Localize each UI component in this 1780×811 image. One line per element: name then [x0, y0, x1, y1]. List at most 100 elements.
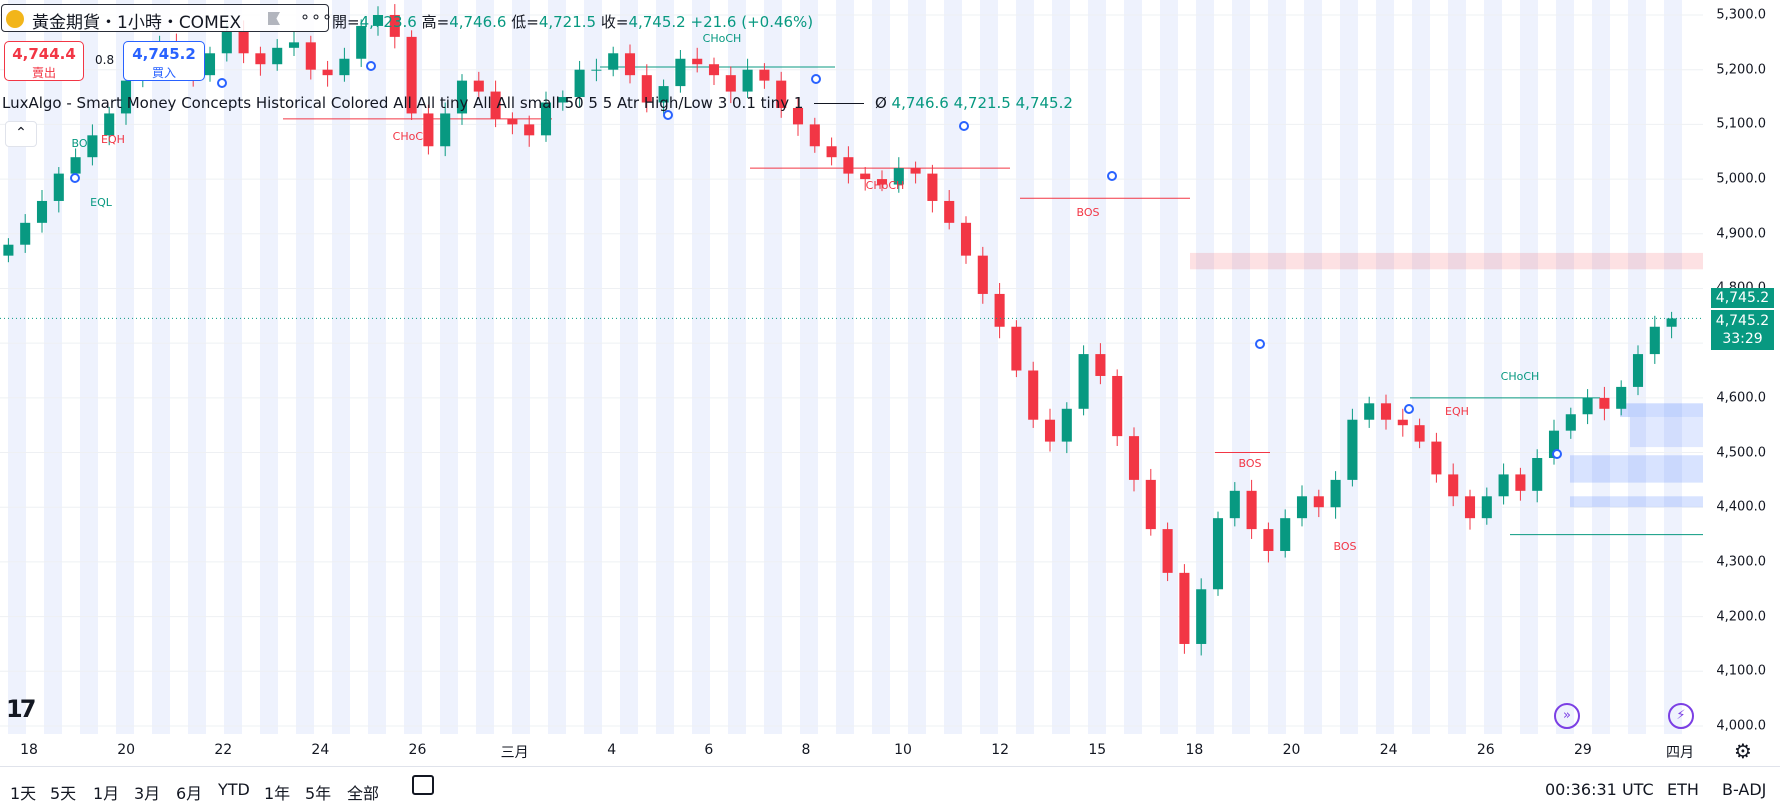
indicator-line-icon	[814, 103, 865, 104]
candle-body	[372, 15, 384, 26]
collapse-legend-button[interactable]: ⌃	[5, 121, 37, 147]
session-band	[188, 0, 206, 734]
high-value: 4,746.6	[449, 13, 507, 31]
tradingview-logo-icon[interactable]: 17	[6, 695, 36, 723]
session-band	[332, 0, 350, 734]
symbol-selector[interactable]: 黃金期貨・1小時・COMEX ∘∘∘	[1, 4, 332, 33]
smc-label: CHoCH	[1501, 370, 1540, 383]
swing-point-icon	[663, 110, 673, 120]
time-axis[interactable]: 18 20 22 24 26 三月 4 6 8 10 12 15 18 20 24 26 29 四月	[0, 734, 1703, 766]
candle-body	[1196, 589, 1207, 644]
time-tick-label: 20	[1282, 742, 1301, 758]
sell-price: 4,744.4	[12, 45, 76, 63]
chart-area[interactable]: CHoCH CHoCH CHoCH BOS CHoCH BOS EQH EQL BOS EQH BO…	[0, 0, 1703, 734]
indicator-legend[interactable]: LuxAlgo - Smart Money Concepts Historica…	[2, 94, 1073, 112]
candle-body	[1582, 397, 1593, 415]
demand-zone	[1630, 416, 1703, 448]
more-options-icon[interactable]: ∘∘∘	[300, 7, 334, 26]
replay-icon[interactable]: »	[1554, 703, 1580, 729]
smc-label: BOS	[72, 137, 95, 150]
smc-label: EQH	[101, 133, 125, 146]
price-tick-label: 5,100.0	[1716, 116, 1766, 132]
candle-body	[356, 25, 367, 59]
price-axis[interactable]: 5,300.05,200.05,100.05,000.04,900.04,800…	[1703, 0, 1780, 734]
range-1y[interactable]: 1年	[264, 784, 291, 803]
lightning-icon[interactable]: ⚡	[1668, 703, 1694, 729]
supply-zone	[1190, 252, 1703, 270]
range-1d[interactable]: 1天	[10, 784, 37, 803]
swing-point-icon	[217, 78, 227, 88]
candle-body	[1128, 436, 1140, 480]
session-band	[1160, 0, 1178, 734]
candlestick-chart[interactable]: CHoCH CHoCH CHoCH BOS CHoCH BOS EQH EQL BOS EQH BO…	[0, 0, 1703, 734]
range-6m[interactable]: 6月	[176, 784, 203, 803]
time-tick-label: 12	[991, 742, 1010, 758]
date-range-calendar-icon[interactable]	[412, 775, 434, 795]
price-tick-label: 4,300.0	[1716, 554, 1766, 570]
session-band	[800, 0, 818, 734]
time-tick-label: 18	[1185, 742, 1204, 758]
candle-body	[1078, 354, 1089, 409]
indicator-value-1: 4,746.6	[891, 94, 949, 112]
candle-body	[1481, 496, 1492, 519]
symbol-title[interactable]: 黃金期貨・1小時・COMEX	[32, 13, 242, 33]
close-value: 4,745.2	[628, 13, 686, 31]
candle-body	[960, 222, 972, 256]
utc-clock[interactable]: 00:36:31 UTC	[1545, 780, 1654, 799]
settings-gear-icon[interactable]: ⚙	[1734, 739, 1752, 763]
time-tick-label: 6	[704, 742, 714, 758]
time-tick-label: 18	[20, 742, 38, 758]
candle-body	[675, 58, 686, 87]
candle-body	[20, 222, 31, 245]
candle-body	[87, 135, 98, 158]
range-all[interactable]: 全部	[347, 784, 380, 803]
close-label: 收=	[600, 13, 629, 31]
price-tick-label: 5,000.0	[1716, 171, 1766, 187]
last-price-value: 4,745.2	[1715, 313, 1770, 329]
candle-body	[1095, 354, 1106, 376]
price-tick-label: 4,200.0	[1716, 609, 1766, 625]
smc-label: CHoCH	[393, 130, 432, 143]
adjustment-toggle[interactable]: B-ADJ	[1722, 780, 1767, 799]
candle-body	[557, 97, 568, 103]
candle-body	[339, 58, 350, 76]
range-5d[interactable]: 5天	[50, 784, 77, 803]
range-ytd[interactable]: YTD	[218, 780, 250, 799]
flag-icon[interactable]	[268, 12, 280, 25]
range-3m[interactable]: 3月	[134, 784, 161, 803]
candle-body	[843, 157, 854, 174]
session-band	[620, 0, 638, 734]
session-band	[368, 0, 386, 734]
indicator-name: LuxAlgo - Smart Money Concepts Historica…	[2, 94, 804, 112]
buy-label: 買入	[151, 66, 176, 80]
swing-point-icon	[959, 121, 969, 131]
open-value: 4,723.6	[359, 13, 417, 31]
candle-body	[994, 293, 1005, 327]
session-band	[512, 0, 530, 734]
candle-body	[1162, 529, 1173, 573]
range-1m[interactable]: 1月	[93, 784, 120, 803]
change-value: +21.6 (+0.46%)	[690, 13, 814, 31]
candle-body	[1649, 326, 1660, 355]
range-5y[interactable]: 5年	[305, 784, 332, 803]
candle-body	[792, 107, 804, 125]
session-band	[152, 0, 170, 734]
candle-body	[1498, 474, 1509, 497]
swing-point-icon	[70, 173, 80, 183]
session-band	[1124, 0, 1142, 734]
low-value: 4,721.5	[538, 13, 597, 31]
candle-body	[440, 113, 451, 147]
sell-button[interactable]: 4,744.4 賣出	[4, 41, 84, 81]
candle-body	[876, 179, 888, 185]
time-tick-label: 24	[311, 742, 330, 758]
session-toggle[interactable]: ETH	[1667, 780, 1699, 799]
swing-point-icon	[1552, 449, 1562, 459]
candle-body	[3, 244, 14, 256]
candle-body	[1061, 408, 1072, 442]
candle-body	[322, 69, 333, 76]
candle-body	[406, 36, 417, 114]
buy-button[interactable]: 4,745.2 買入	[123, 41, 205, 81]
candle-body	[1431, 441, 1442, 475]
candle-body	[540, 102, 552, 136]
session-band	[1484, 0, 1502, 734]
